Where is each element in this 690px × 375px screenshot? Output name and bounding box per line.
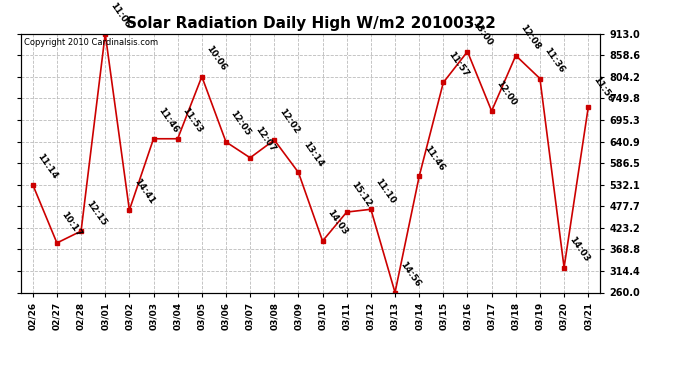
Text: 11:06: 11:06 bbox=[108, 1, 132, 30]
Text: 14:03: 14:03 bbox=[567, 235, 591, 264]
Text: 10:17: 10:17 bbox=[60, 210, 83, 239]
Text: 14:03: 14:03 bbox=[326, 209, 349, 237]
Text: 11:36: 11:36 bbox=[543, 46, 566, 75]
Text: 11:46: 11:46 bbox=[157, 106, 180, 135]
Text: 11:53: 11:53 bbox=[181, 106, 204, 135]
Text: 12:05: 12:05 bbox=[229, 110, 253, 138]
Text: Copyright 2010 Cardinalsis.com: Copyright 2010 Cardinalsis.com bbox=[23, 38, 158, 46]
Text: 12:02: 12:02 bbox=[277, 108, 301, 136]
Text: 12:15: 12:15 bbox=[84, 198, 108, 227]
Text: 11:10: 11:10 bbox=[374, 177, 397, 206]
Text: 13:00: 13:00 bbox=[471, 19, 494, 48]
Title: Solar Radiation Daily High W/m2 20100322: Solar Radiation Daily High W/m2 20100322 bbox=[126, 16, 495, 31]
Text: 15:12: 15:12 bbox=[350, 180, 373, 208]
Text: 10:06: 10:06 bbox=[205, 44, 228, 73]
Text: 12:00: 12:00 bbox=[495, 79, 518, 107]
Text: 13:14: 13:14 bbox=[302, 140, 325, 168]
Text: 12:07: 12:07 bbox=[253, 125, 277, 154]
Text: 14:56: 14:56 bbox=[398, 260, 422, 288]
Text: 11:46: 11:46 bbox=[422, 144, 446, 172]
Text: 12:08: 12:08 bbox=[519, 23, 542, 52]
Text: 11:14: 11:14 bbox=[36, 152, 59, 181]
Text: 14:41: 14:41 bbox=[132, 177, 156, 206]
Text: 11:56: 11:56 bbox=[591, 75, 615, 104]
Text: 11:57: 11:57 bbox=[446, 50, 470, 78]
